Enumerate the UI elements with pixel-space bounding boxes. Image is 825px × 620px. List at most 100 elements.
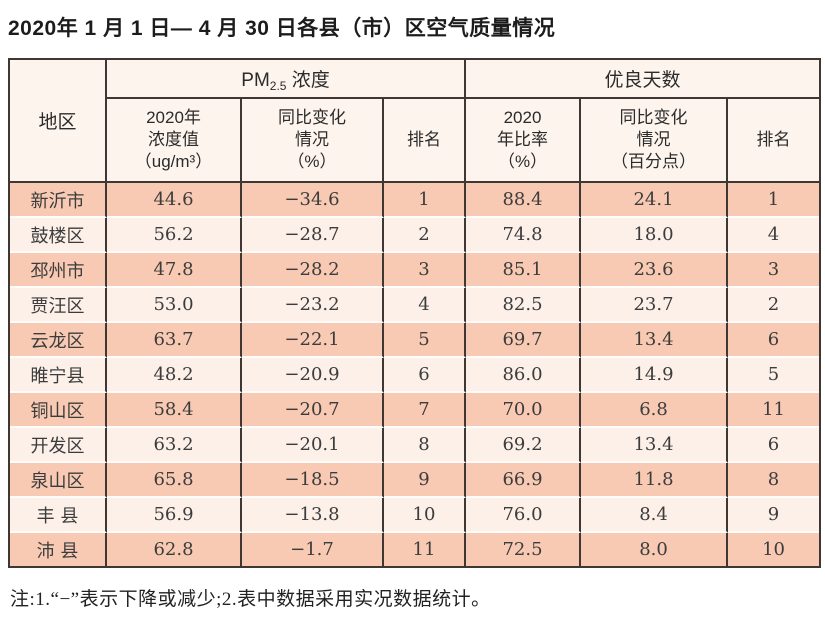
cell-pm_change: −18.5 xyxy=(242,463,384,498)
cell-good_rank: 3 xyxy=(728,253,820,288)
cell-good_rate: 69.2 xyxy=(466,428,582,463)
header-good-rank: 排名 xyxy=(728,99,820,183)
cell-good_rate: 82.5 xyxy=(466,288,582,323)
table-row: 睢宁县 48.2 −20.9 6 86.0 14.9 5 xyxy=(10,358,820,393)
cell-region: 开发区 xyxy=(10,428,107,463)
table-row: 贾汪区 53.0 −23.2 4 82.5 23.7 2 xyxy=(10,288,820,323)
table-row: 新沂市 44.6 −34.6 1 88.4 24.1 1 xyxy=(10,183,820,218)
cell-region: 丰 县 xyxy=(10,498,107,533)
cell-pm_value: 56.2 xyxy=(107,218,242,253)
cell-pm_value: 62.8 xyxy=(107,533,242,566)
cell-good_rank: 9 xyxy=(728,498,820,533)
cell-good_rate: 88.4 xyxy=(466,183,582,218)
cell-pm_change: −1.7 xyxy=(242,533,384,566)
cell-pm_change: −34.6 xyxy=(242,183,384,218)
cell-pm_value: 53.0 xyxy=(107,288,242,323)
table-row: 云龙区 63.7 −22.1 5 69.7 13.4 6 xyxy=(10,323,820,358)
cell-region: 睢宁县 xyxy=(10,358,107,393)
cell-pm_change: −20.1 xyxy=(242,428,384,463)
cell-good_rate: 74.8 xyxy=(466,218,582,253)
cell-region: 鼓楼区 xyxy=(10,218,107,253)
cell-region: 云龙区 xyxy=(10,323,107,358)
header-good-change: 同比变化 情况 （百分点） xyxy=(581,99,729,183)
pm25-label-base: PM xyxy=(241,69,270,91)
cell-pm_rank: 5 xyxy=(384,323,467,358)
cell-good_rate: 70.0 xyxy=(466,393,582,428)
cell-pm_rank: 1 xyxy=(384,183,467,218)
cell-good_change: 14.9 xyxy=(581,358,729,393)
cell-pm_value: 44.6 xyxy=(107,183,242,218)
cell-good_change: 8.4 xyxy=(581,498,729,533)
group-header-row: 地区 PM2.5 浓度 优良天数 xyxy=(10,60,820,183)
header-good-days-group: 优良天数 xyxy=(466,60,820,99)
cell-pm_rank: 9 xyxy=(384,463,467,498)
cell-good_rank: 11 xyxy=(728,393,820,428)
cell-good_rate: 86.0 xyxy=(466,358,582,393)
cell-pm_value: 58.4 xyxy=(107,393,242,428)
cell-good_rate: 85.1 xyxy=(466,253,582,288)
pm25-label-rest: 浓度 xyxy=(286,69,330,91)
cell-pm_rank: 4 xyxy=(384,288,467,323)
cell-region: 铜山区 xyxy=(10,393,107,428)
cell-good_rank: 6 xyxy=(728,428,820,463)
table-row: 沛 县 62.8 −1.7 11 72.5 8.0 10 xyxy=(10,533,820,566)
cell-pm_rank: 3 xyxy=(384,253,467,288)
cell-good_rate: 66.9 xyxy=(466,463,582,498)
header-good-rate: 2020 年比率 （%） xyxy=(466,99,582,183)
table-row: 鼓楼区 56.2 −28.7 2 74.8 18.0 4 xyxy=(10,218,820,253)
cell-good_rank: 6 xyxy=(728,323,820,358)
header-pm-rank: 排名 xyxy=(384,99,467,183)
table-row: 开发区 63.2 −20.1 8 69.2 13.4 6 xyxy=(10,428,820,463)
table-row: 铜山区 58.4 −20.7 7 70.0 6.8 11 xyxy=(10,393,820,428)
cell-pm_rank: 6 xyxy=(384,358,467,393)
cell-pm_value: 48.2 xyxy=(107,358,242,393)
cell-good_rank: 10 xyxy=(728,533,820,566)
cell-pm_rank: 2 xyxy=(384,218,467,253)
cell-good_rank: 8 xyxy=(728,463,820,498)
table-header: 地区 PM2.5 浓度 优良天数 2020年 浓度值 （ug/m³） 同比变化 … xyxy=(10,60,820,183)
cell-pm_change: −20.7 xyxy=(242,393,384,428)
cell-pm_change: −23.2 xyxy=(242,288,384,323)
cell-good_rate: 76.0 xyxy=(466,498,582,533)
footnote: 注:1.“−”表示下降或减少;2.表中数据采用实况数据统计。 xyxy=(10,589,491,610)
cell-good_rank: 4 xyxy=(728,218,820,253)
header-pm-change: 同比变化 情况 （%） xyxy=(242,99,384,183)
cell-region: 沛 县 xyxy=(10,533,107,566)
cell-pm_value: 65.8 xyxy=(107,463,242,498)
header-region: 地区 xyxy=(10,60,107,183)
table-body: 新沂市 44.6 −34.6 1 88.4 24.1 1 鼓楼区 56.2 −28.7 2 74.8 1… xyxy=(10,183,820,566)
cell-pm_rank: 8 xyxy=(384,428,467,463)
table-row: 泉山区 65.8 −18.5 9 66.9 11.8 8 xyxy=(10,463,820,498)
cell-pm_change: −28.2 xyxy=(242,253,384,288)
cell-pm_change: −20.9 xyxy=(242,358,384,393)
page-title: 2020年 1 月 1 日— 4 月 30 日各县（市）区空气质量情况 xyxy=(8,17,556,40)
cell-region: 泉山区 xyxy=(10,463,107,498)
cell-pm_value: 47.8 xyxy=(107,253,242,288)
cell-pm_rank: 11 xyxy=(384,533,467,566)
cell-good_change: 8.0 xyxy=(581,533,729,566)
cell-pm_rank: 10 xyxy=(384,498,467,533)
cell-pm_change: −13.8 xyxy=(242,498,384,533)
cell-good_change: 13.4 xyxy=(581,323,729,358)
cell-good_rank: 5 xyxy=(728,358,820,393)
cell-pm_value: 63.7 xyxy=(107,323,242,358)
cell-pm_value: 63.2 xyxy=(107,428,242,463)
cell-good_rate: 69.7 xyxy=(466,323,582,358)
cell-good_rank: 2 xyxy=(728,288,820,323)
cell-good_change: 6.8 xyxy=(581,393,729,428)
cell-good_rate: 72.5 xyxy=(466,533,582,566)
cell-good_change: 13.4 xyxy=(581,428,729,463)
air-quality-table: 地区 PM2.5 浓度 优良天数 2020年 浓度值 （ug/m³） 同比变化 … xyxy=(8,58,822,568)
cell-good_change: 24.1 xyxy=(581,183,729,218)
table-row: 丰 县 56.9 −13.8 10 76.0 8.4 9 xyxy=(10,498,820,533)
cell-pm_rank: 7 xyxy=(384,393,467,428)
header-pm-value: 2020年 浓度值 （ug/m³） xyxy=(107,99,242,183)
cell-good_change: 11.8 xyxy=(581,463,729,498)
cell-pm_change: −22.1 xyxy=(242,323,384,358)
table-row: 邳州市 47.8 −28.2 3 85.1 23.6 3 xyxy=(10,253,820,288)
cell-good_change: 23.6 xyxy=(581,253,729,288)
sub-header-row: 2020年 浓度值 （ug/m³） 同比变化 情况 （%） 排名 2020 年比… xyxy=(10,99,820,183)
cell-region: 贾汪区 xyxy=(10,288,107,323)
cell-pm_value: 56.9 xyxy=(107,498,242,533)
